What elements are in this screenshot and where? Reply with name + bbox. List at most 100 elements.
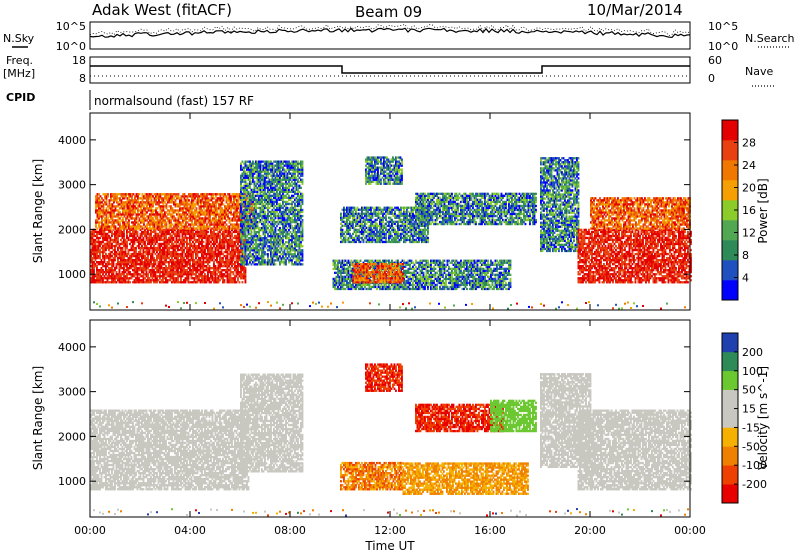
- data-cell: [193, 263, 196, 266]
- data-cell: [240, 248, 242, 252]
- data-cell: [159, 209, 162, 212]
- data-cell: [169, 234, 172, 238]
- data-cell: [217, 267, 220, 270]
- data-cell: [261, 218, 263, 222]
- data-cell: [98, 225, 100, 228]
- data-cell: [285, 210, 287, 214]
- data-cell: [229, 236, 232, 240]
- data-cell: [126, 199, 129, 202]
- data-cell: [229, 279, 232, 282]
- data-cell: [175, 265, 178, 268]
- data-cell: [228, 217, 231, 220]
- data-cell: [180, 225, 183, 228]
- data-cell: [237, 273, 239, 276]
- data-cell: [129, 261, 131, 264]
- data-cell: [164, 197, 166, 200]
- data-cell: [268, 206, 271, 210]
- data-cell: [225, 201, 228, 204]
- data-cell: [241, 281, 244, 284]
- data-cell: [118, 279, 121, 282]
- data-cell: [243, 215, 246, 218]
- data-cell: [128, 213, 130, 216]
- data-cell: [195, 221, 198, 224]
- data-cell: [226, 230, 229, 234]
- data-cell: [97, 277, 100, 280]
- data-cell: [100, 279, 103, 282]
- data-cell: [115, 254, 118, 258]
- data-cell: [243, 265, 245, 268]
- data-cell: [256, 255, 259, 258]
- data-cell: [135, 193, 138, 196]
- data-cell: [96, 271, 98, 274]
- data-cell: [133, 259, 136, 262]
- data-cell: [114, 267, 116, 270]
- data-cell: [243, 261, 245, 264]
- data-cell: [147, 195, 150, 198]
- data-cell: [125, 203, 127, 206]
- data-cell: [103, 254, 106, 258]
- data-cell: [138, 259, 140, 262]
- data-cell: [156, 254, 158, 258]
- data-cell: [283, 257, 286, 260]
- data-cell: [128, 223, 130, 226]
- data-cell: [225, 269, 227, 272]
- data-cell: [99, 273, 101, 276]
- data-cell: [235, 244, 238, 248]
- data-cell: [101, 201, 103, 204]
- data-cell: [107, 219, 109, 222]
- data-cell: [135, 195, 138, 198]
- data-cell: [111, 195, 114, 198]
- data-cell: [110, 215, 112, 218]
- data-cell: [179, 213, 181, 216]
- data-cell: [120, 199, 123, 202]
- data-cell: [137, 201, 139, 204]
- data-cell: [243, 180, 245, 183]
- data-cell: [256, 194, 259, 198]
- data-cell: [241, 275, 244, 278]
- data-cell: [210, 277, 212, 280]
- data-cell: [225, 240, 227, 244]
- data-cell: [244, 243, 247, 246]
- data-cell: [219, 246, 221, 250]
- data-cell: [243, 224, 245, 228]
- data-cell: [232, 236, 235, 240]
- data-cell: [252, 226, 254, 230]
- data-cell: [250, 220, 253, 224]
- data-cell: [163, 273, 166, 276]
- data-cell: [237, 195, 240, 198]
- data-cell: [240, 174, 242, 177]
- data-cell: [238, 275, 241, 278]
- data-cell: [201, 263, 203, 266]
- data-cell: [247, 190, 250, 194]
- data-cell: [127, 256, 130, 260]
- data-cell: [149, 223, 151, 226]
- data-cell: [111, 267, 113, 270]
- data-cell: [229, 281, 232, 284]
- data-cell: [282, 241, 284, 244]
- data-cell: [210, 273, 212, 276]
- data-cell: [150, 269, 152, 272]
- data-cell: [113, 195, 115, 198]
- data-cell: [180, 256, 182, 260]
- data-cell: [225, 236, 227, 240]
- data-cell: [192, 244, 194, 248]
- data-cell: [220, 263, 223, 266]
- data-cell: [189, 232, 191, 236]
- data-cell: [123, 250, 125, 254]
- data-cell: [206, 223, 208, 226]
- data-cell: [138, 193, 141, 196]
- data-cell: [101, 225, 103, 228]
- data-cell: [147, 275, 149, 278]
- data-cell: [234, 230, 236, 234]
- data-cell: [256, 198, 259, 202]
- data-cell: [128, 225, 130, 228]
- data-cell: [243, 184, 245, 187]
- data-cell: [171, 207, 174, 210]
- data-cell: [172, 252, 175, 256]
- data-cell: [243, 200, 245, 204]
- data-cell: [246, 188, 248, 192]
- data-cell: [256, 257, 259, 260]
- data-cell: [126, 267, 128, 270]
- data-cell: [186, 265, 188, 268]
- data-cell: [168, 223, 171, 226]
